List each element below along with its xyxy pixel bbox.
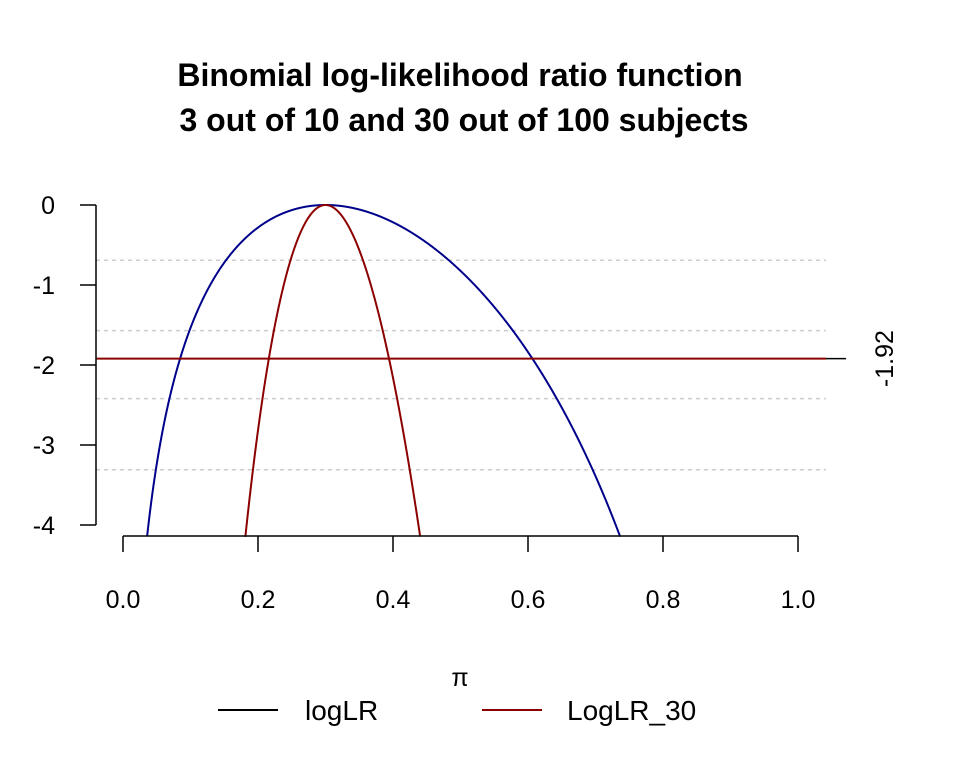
x-tick-label-3: 0.4	[376, 586, 411, 614]
x-tick-label-6: 1.0	[781, 586, 816, 614]
reference-lines	[96, 259, 826, 471]
x-axis-label: π	[451, 664, 468, 692]
cutoff-label: -1.92	[871, 330, 899, 387]
legend: logLR LogLR_30	[218, 695, 696, 726]
y-tick-label-2: -1	[33, 272, 55, 300]
x-tick-label-1: 0.0	[106, 586, 141, 614]
y-tick-label-5: -4	[33, 512, 55, 540]
y-tick-label-1: 0	[41, 192, 55, 220]
y-axis: 0 -1 -2 -3 -4	[33, 192, 97, 540]
chart-title-line-1: Binomial log-likelihood ratio function	[177, 57, 742, 93]
series-line-1	[146, 204, 622, 537]
legend-label-2: LogLR_30	[567, 695, 696, 726]
likelihood-curves	[146, 204, 622, 537]
y-tick-label-4: -3	[33, 432, 55, 460]
legend-label-1: logLR	[305, 695, 378, 726]
cutoff-line-group: -1.92	[96, 330, 899, 387]
x-tick-label-2: 0.2	[241, 586, 276, 614]
x-tick-label-4: 0.6	[511, 586, 546, 614]
x-axis: 0.0 0.2 0.4 0.6 0.8 1.0	[106, 535, 816, 614]
chart-title-line-2: 3 out of 10 and 30 out of 100 subjects	[179, 102, 748, 138]
y-tick-label-3: -2	[33, 352, 55, 380]
x-tick-label-5: 0.8	[646, 586, 681, 614]
series-line-2	[244, 204, 422, 537]
